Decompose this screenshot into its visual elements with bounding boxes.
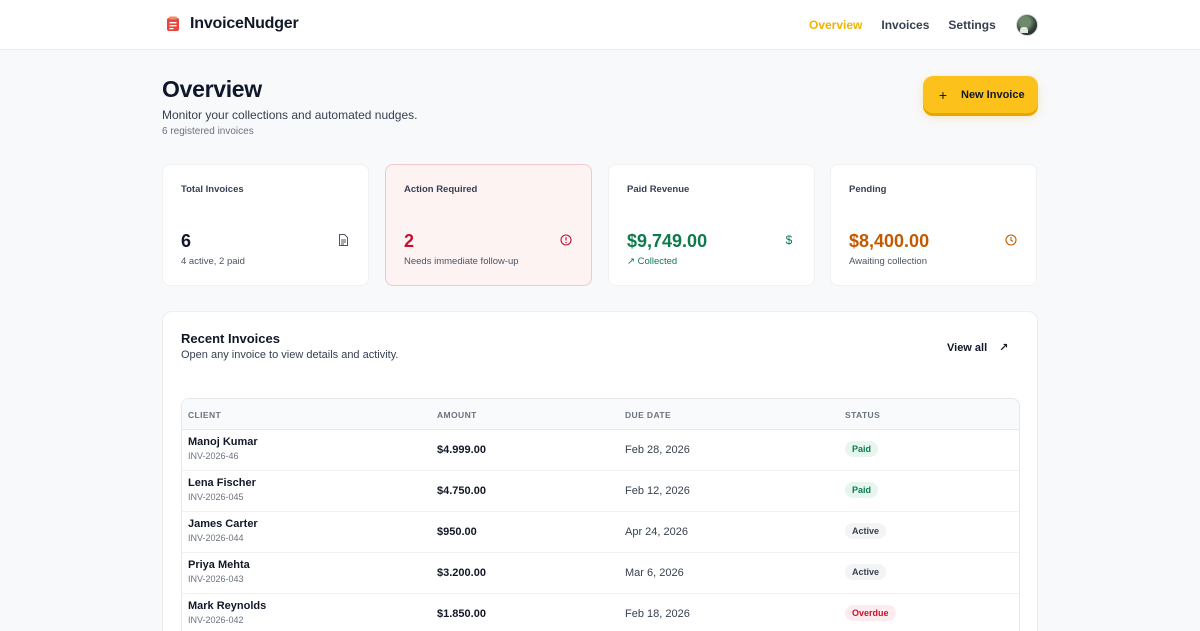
stat-card-paid-revenue: Paid Revenue $9,749.00 ↗ Collected $	[608, 164, 815, 286]
stat-note: Collected	[637, 256, 678, 267]
due-date: Mar 6, 2026	[625, 567, 684, 579]
view-all-label: View all	[947, 341, 988, 354]
dollar-icon: $	[785, 233, 793, 247]
stat-note: 4 active, 2 paid	[181, 256, 245, 267]
status-badge: Paid	[845, 441, 879, 457]
stat-note: Awaiting collection	[849, 256, 927, 267]
nav-links: Overview Invoices Settings	[809, 18, 1015, 32]
status-badge: Overdue	[845, 605, 896, 621]
recent-invoices-panel: Recent Invoices Open any invoice to view…	[162, 311, 1038, 631]
invoice-amount: $4.750.00	[437, 485, 486, 497]
client-name: Manoj Kumar	[188, 436, 258, 448]
stat-label: Paid Revenue	[627, 184, 690, 195]
invoice-number: INV-2026-045	[188, 492, 244, 502]
panel-subtitle: Open any invoice to view details and act…	[181, 349, 399, 361]
table-row[interactable]: Priya Mehta INV-2026-043 $3.200.00 Mar 6…	[182, 553, 1019, 594]
stat-label: Pending	[849, 184, 887, 195]
stat-value: 6	[181, 231, 192, 251]
alert-circle-icon	[559, 233, 573, 247]
nav-link-invoices[interactable]: Invoices	[881, 18, 930, 32]
brand[interactable]: InvoiceNudger	[164, 15, 299, 33]
invoice-amount: $3.200.00	[437, 567, 486, 579]
invoices-table: CLIENT AMOUNT DUE DATE STATUS Manoj Kuma…	[181, 398, 1020, 631]
arrow-up-right-icon: ↗	[999, 342, 1009, 354]
client-name: Priya Mehta	[188, 559, 250, 571]
invoice-number: INV-2026-043	[188, 574, 244, 584]
stat-card-pending: Pending $8,400.00 Awaiting collection	[830, 164, 1037, 286]
stat-note-row: ↗ Collected	[627, 256, 677, 267]
page-title: Overview	[162, 76, 262, 102]
invoice-amount: $950.00	[437, 526, 477, 538]
panel-title: Recent Invoices	[181, 331, 280, 346]
user-avatar[interactable]	[1016, 14, 1038, 36]
stat-label: Action Required	[404, 184, 478, 195]
invoice-amount: $4.999.00	[437, 444, 486, 456]
nav-link-overview[interactable]: Overview	[809, 18, 863, 32]
stat-value: $9,749.00	[627, 231, 708, 251]
stat-value: 2	[404, 231, 415, 251]
client-name: James Carter	[188, 518, 258, 530]
client-name: Lena Fischer	[188, 477, 256, 489]
brand-name: InvoiceNudger	[190, 15, 299, 32]
view-all-link[interactable]: View all ↗	[947, 341, 1009, 355]
table-row[interactable]: Lena Fischer INV-2026-045 $4.750.00 Feb …	[182, 471, 1019, 512]
plus-icon: +	[938, 86, 948, 103]
status-badge: Active	[845, 564, 887, 580]
stat-value: $8,400.00	[849, 231, 930, 251]
due-date: Feb 12, 2026	[625, 485, 690, 497]
new-invoice-label: New Invoice	[961, 88, 1025, 101]
due-date: Feb 28, 2026	[625, 444, 690, 456]
invoice-count: 6 registered invoices	[162, 126, 254, 137]
stat-card-total-invoices: Total Invoices 6 4 active, 2 paid	[162, 164, 369, 286]
invoice-number: INV-2026-46	[188, 451, 239, 461]
table-row[interactable]: Mark Reynolds INV-2026-042 $1.850.00 Feb…	[182, 594, 1019, 631]
column-header-amount[interactable]: AMOUNT	[437, 410, 477, 420]
nav-link-settings[interactable]: Settings	[948, 18, 996, 32]
trending-up-icon: ↗	[627, 256, 635, 267]
column-header-due-date[interactable]: DUE DATE	[625, 410, 672, 420]
stat-card-action-required: Action Required 2 Needs immediate follow…	[385, 164, 592, 286]
table-row[interactable]: Manoj Kumar INV-2026-46 $4.999.00 Feb 28…	[182, 430, 1019, 471]
table-row[interactable]: James Carter INV-2026-044 $950.00 Apr 24…	[182, 512, 1019, 553]
stat-note: Needs immediate follow-up	[404, 256, 519, 267]
invoice-number: INV-2026-044	[188, 533, 244, 543]
due-date: Apr 24, 2026	[625, 526, 688, 538]
stat-label: Total Invoices	[181, 184, 244, 195]
status-badge: Active	[845, 523, 887, 539]
page-subtitle: Monitor your collections and automated n…	[162, 108, 418, 122]
client-name: Mark Reynolds	[188, 600, 267, 612]
top-navbar: InvoiceNudger Overview Invoices Settings	[0, 0, 1200, 50]
clock-icon	[1004, 233, 1018, 247]
due-date: Feb 18, 2026	[625, 608, 690, 620]
status-badge: Paid	[845, 482, 879, 498]
invoice-logo-icon	[167, 16, 179, 31]
invoice-number: INV-2026-042	[188, 615, 244, 625]
invoice-amount: $1.850.00	[437, 608, 486, 620]
new-invoice-button[interactable]: + New Invoice	[923, 76, 1038, 113]
column-header-client[interactable]: CLIENT	[188, 410, 222, 420]
table-header: CLIENT AMOUNT DUE DATE STATUS	[182, 399, 1019, 430]
column-header-status[interactable]: STATUS	[845, 410, 881, 420]
document-icon	[336, 233, 350, 247]
